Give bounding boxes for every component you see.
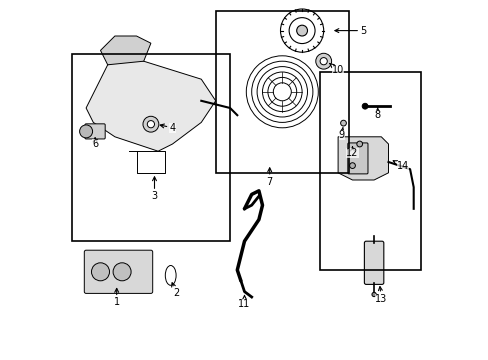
FancyBboxPatch shape bbox=[364, 241, 383, 284]
Text: 13: 13 bbox=[374, 287, 386, 304]
Circle shape bbox=[80, 125, 92, 138]
Text: 3: 3 bbox=[151, 177, 157, 201]
FancyBboxPatch shape bbox=[85, 124, 105, 139]
Text: 10: 10 bbox=[329, 63, 344, 75]
Circle shape bbox=[296, 25, 307, 36]
Text: 8: 8 bbox=[374, 107, 380, 120]
Circle shape bbox=[371, 292, 375, 297]
Text: 5: 5 bbox=[334, 26, 366, 36]
Text: 14: 14 bbox=[392, 161, 408, 171]
Text: 11: 11 bbox=[238, 296, 250, 309]
Circle shape bbox=[113, 263, 131, 281]
Circle shape bbox=[91, 263, 109, 281]
Text: 7: 7 bbox=[266, 168, 272, 187]
Circle shape bbox=[142, 116, 159, 132]
Circle shape bbox=[349, 163, 355, 168]
Circle shape bbox=[340, 120, 346, 126]
FancyBboxPatch shape bbox=[84, 250, 152, 293]
Circle shape bbox=[356, 141, 362, 147]
Bar bbox=[320, 72, 420, 270]
Text: 9: 9 bbox=[338, 127, 344, 140]
Circle shape bbox=[320, 58, 326, 65]
Text: 1: 1 bbox=[113, 288, 120, 307]
Circle shape bbox=[147, 121, 154, 128]
Bar bbox=[215, 11, 348, 173]
Polygon shape bbox=[337, 137, 387, 180]
FancyBboxPatch shape bbox=[347, 143, 367, 174]
Text: 6: 6 bbox=[92, 138, 98, 149]
Circle shape bbox=[315, 53, 331, 69]
Polygon shape bbox=[101, 36, 151, 65]
Text: 4: 4 bbox=[160, 123, 175, 133]
Bar bbox=[72, 54, 230, 241]
Circle shape bbox=[362, 103, 367, 109]
Polygon shape bbox=[86, 58, 215, 151]
Text: 2: 2 bbox=[171, 283, 179, 298]
Text: 12: 12 bbox=[346, 147, 358, 158]
